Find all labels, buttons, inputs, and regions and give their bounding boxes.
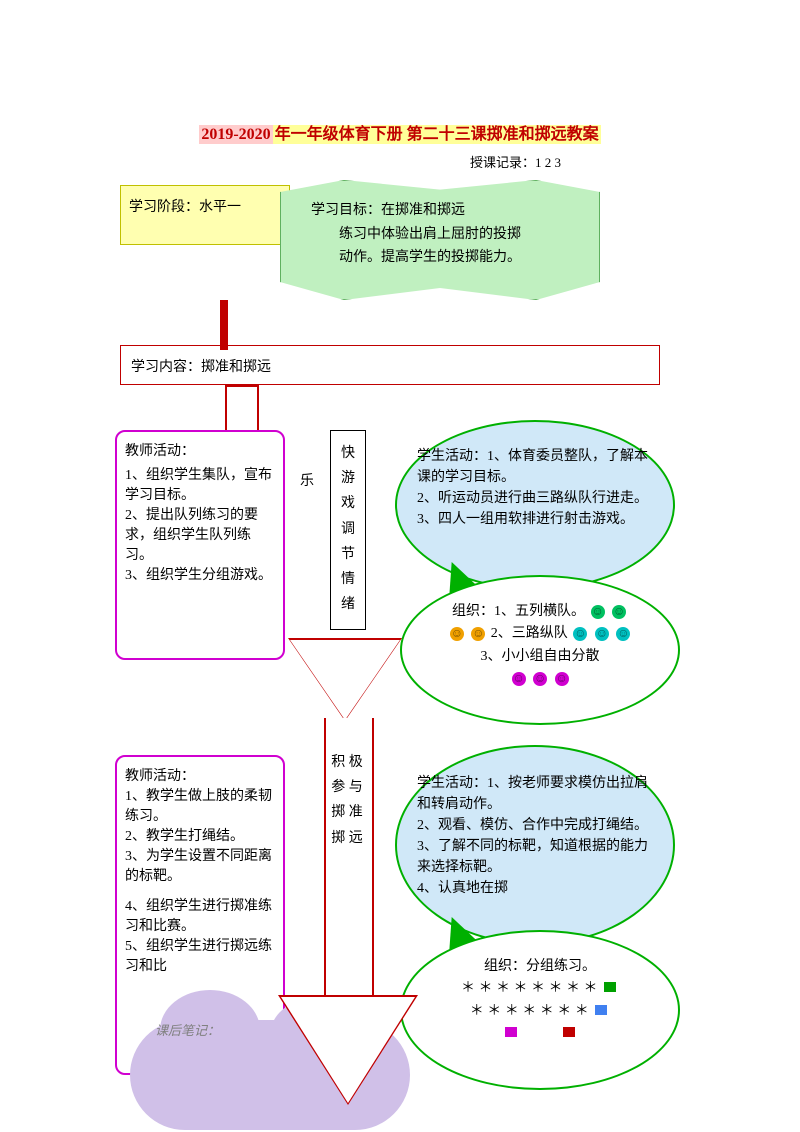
- page-title: 2019-2020年一年级体育下册 第二十三课掷准和掷远教案: [120, 120, 680, 144]
- org2-line2: ＊ ＊ ＊ ＊ ＊ ＊ ＊ ＊: [432, 978, 648, 1000]
- smiley-icon: [591, 605, 605, 619]
- student1-line3: 3、四人一组用软排进行射击游戏。: [417, 509, 653, 530]
- student2-line4: 4、认真地在掷: [417, 878, 653, 899]
- arrow2: [281, 997, 415, 1103]
- org2-flags: [432, 1023, 648, 1045]
- smiley-icon: [471, 627, 485, 641]
- title-rest: 年一年级体育下册 第二十三课掷准和掷远教案: [273, 125, 601, 144]
- student-bubble-1: 学生活动：1、体育委员整队，了解本课的学习目标。 2、听运动员进行曲三路纵队行进…: [395, 420, 675, 590]
- org1-smileys: [432, 668, 648, 690]
- org2-line3: ＊ ＊ ＊ ＊ ＊ ＊ ＊: [432, 1001, 648, 1023]
- flag-icon: [505, 1027, 517, 1037]
- student2-header: 学生活动：1、按老师要求模仿出拉肩和转肩动作。: [417, 773, 653, 815]
- record-text: 授课记录：1 2 3: [470, 152, 561, 171]
- student1-header: 学生活动：1、体育委员整队，了解本课的学习目标。: [417, 446, 653, 488]
- teacher1-item3: 3、组织学生分组游戏。: [125, 564, 275, 584]
- student1-line2: 2、听运动员进行曲三路纵队行进走。: [417, 488, 653, 509]
- student-bubble-2: 学生活动：1、按老师要求模仿出拉肩和转肩动作。 2、观看、模仿、合作中完成打绳结…: [395, 745, 675, 945]
- teacher2-item4: 4、组织学生进行掷准练习和比赛。: [125, 895, 275, 935]
- title-year: 2019-2020: [199, 125, 272, 144]
- goal-line3: 动作。提高学生的投掷能力。: [311, 248, 579, 268]
- flag-icon: [595, 1005, 607, 1015]
- org1-line2: 2、三路纵队: [432, 623, 648, 645]
- teacher-box-1: 教师活动： 1、组织学生集队，宣布学习目标。 2、提出队列练习的要求，组织学生队…: [115, 430, 285, 660]
- flag-icon: [563, 1027, 575, 1037]
- goal-flag: 学习目标：在掷准和掷远 练习中体验出肩上屈肘的投掷 动作。提高学生的投掷能力。: [280, 180, 600, 300]
- student2-line3: 3、了解不同的标靶，知道根据的能力来选择标靶。: [417, 836, 653, 878]
- smiley-icon: [595, 627, 609, 641]
- center-box-1: 快 游 戏 调 节 情 绪: [330, 430, 366, 630]
- center-box-2: 积 极 参 与 掷 准 掷 远: [322, 740, 372, 940]
- center2-text: 积 极 参 与 掷 准 掷 远: [331, 755, 363, 846]
- teacher1-item2: 2、提出队列练习的要求，组织学生队列练习。: [125, 504, 275, 564]
- smiley-icon: [616, 627, 630, 641]
- smiley-icon: [533, 672, 547, 686]
- content-text: 学习内容：掷准和掷远: [131, 360, 271, 375]
- smiley-icon: [573, 627, 587, 641]
- smiley-icon: [512, 672, 526, 686]
- org1-line3: 3、小小组自由分散: [432, 646, 648, 668]
- student2-line2: 2、观看、模仿、合作中完成打绳结。: [417, 815, 653, 836]
- teacher2-item2: 2、教学生打绳结。: [125, 825, 275, 845]
- smiley-icon: [555, 672, 569, 686]
- teacher2-item3: 3、为学生设置不同距离的标靶。: [125, 845, 275, 885]
- teacher2-item1: 1、教学生做上肢的柔韧练习。: [125, 785, 275, 825]
- org2-line1: 组织：分组练习。: [432, 956, 648, 978]
- teacher1-item1: 1、组织学生集队，宣布学习目标。: [125, 464, 275, 504]
- org-bubble-2: 组织：分组练习。 ＊ ＊ ＊ ＊ ＊ ＊ ＊ ＊ ＊ ＊ ＊ ＊ ＊ ＊ ＊: [400, 930, 680, 1090]
- stem-connector: [220, 300, 228, 350]
- postclass-note: 课后笔记：: [155, 1020, 220, 1039]
- label-le: 乐: [300, 470, 314, 490]
- smiley-icon: [612, 605, 626, 619]
- smiley-icon: [450, 627, 464, 641]
- teacher2-item5: 5、组织学生进行掷远练习和比: [125, 935, 275, 975]
- center1-text: 快 游 戏 调 节 情 绪: [341, 446, 355, 612]
- content-box: 学习内容：掷准和掷远: [120, 345, 660, 385]
- stage-text: 学习阶段：水平一: [129, 200, 241, 215]
- arrow1: [290, 640, 400, 720]
- goal-label: 学习目标：在掷准和掷远: [311, 201, 579, 221]
- stage-flag: 学习阶段：水平一: [120, 185, 290, 245]
- teacher2-header: 教师活动：: [125, 765, 275, 785]
- org1-line1: 组织：1、五列横队。: [432, 601, 648, 623]
- flag-icon: [604, 982, 616, 992]
- org-bubble-1: 组织：1、五列横队。 2、三路纵队 3、小小组自由分散: [400, 575, 680, 725]
- teacher1-header: 教师活动：: [125, 440, 275, 460]
- goal-line2: 练习中体验出肩上屈肘的投掷: [311, 225, 579, 245]
